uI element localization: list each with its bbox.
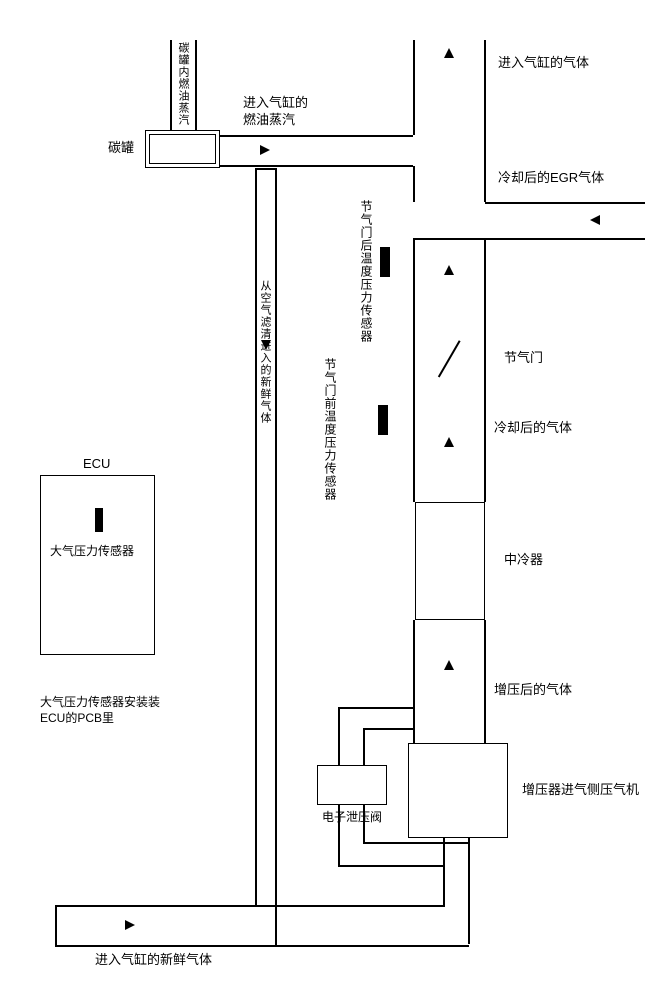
throttle-mark [438,340,460,377]
sensor-post [380,247,390,277]
main-arrow-top [444,48,454,58]
sensor-post-label: 节气门后温度压力传感器 [358,200,375,343]
bottom-arrow [125,920,135,930]
canister-label: 碳罐 [108,140,134,157]
main-arrow-4 [444,660,454,670]
egr-arrow [590,215,600,225]
ecu-note: 大气压力传感器安装装ECU的PCB里 [40,695,160,726]
ecu-title: ECU [83,456,110,473]
main-arrow-2 [444,265,454,275]
turbo-down-right [468,838,470,944]
intercooler-label: 中冷器 [504,552,543,569]
blowoff-bot-v1 [338,805,340,865]
turbo-box [408,743,508,838]
blowoff-top-h2 [363,728,413,730]
blowoff-bot-h2 [363,842,469,844]
main-right-mid [484,238,486,502]
canister-h-bottom [220,165,413,167]
canister-down-top-cut [255,168,275,170]
main-left-top [413,40,415,135]
turbo-down-left [443,838,445,906]
blowoff-box [317,765,387,805]
boosted-gas-label: 增压后的气体 [494,682,572,699]
turbo-label: 增压器进气侧压气机 [522,782,639,799]
blowoff-bot-h1 [338,865,444,867]
blowoff-top-v1 [338,707,340,765]
canister-vertical-label: 碳罐内燃油蒸汽 [175,42,191,126]
sensor-pre [378,405,388,435]
bottom-left-close [55,905,57,945]
atm-sensor-label: 大气压力传感器 [50,544,134,560]
main-left-under-ic [413,620,415,743]
canister-down-right [275,168,277,946]
canister-arrow [260,145,270,155]
blowoff-top-h1 [338,707,413,709]
main-arrow-3 [444,437,454,447]
canister-down-left [255,168,257,906]
fuel-vapor-label: 进入气缸的 燃油蒸汽 [243,95,308,129]
cylinder-gas-label: 进入气缸的气体 [498,55,589,72]
blowoff-bot-v2 [363,805,365,842]
throttle-label: 节气门 [504,350,543,367]
ecu-sensor-mark [95,508,103,532]
egr-top [485,202,645,204]
main-right-top [484,40,486,202]
motor-air-label: 从空气滤清进入的新鲜气体 [257,280,273,424]
bottom-h-top [55,905,445,907]
bottom-h-bottom [55,945,469,947]
blowoff-label: 电子泄压阀 [322,810,382,826]
canister-h-top [220,135,413,137]
main-left-mid2 [413,238,415,502]
main-right-under-ic [484,620,486,743]
intercooler-box [415,502,485,620]
canister-up-left [170,40,172,130]
cooled-gas-label: 冷却后的气体 [494,420,572,437]
sensor-pre-label: 节气门前温度压力传感器 [322,358,339,501]
canister-inner [149,134,216,164]
canister-up-right [195,40,197,130]
egr-bottom [413,238,645,240]
ecu-box: ECU 大气压力传感器 [40,475,155,655]
fresh-cyl-label: 进入气缸的新鲜气体 [95,952,212,969]
main-left-mid1 [413,166,415,202]
egr-label: 冷却后的EGR气体 [498,170,604,187]
blowoff-top-v2 [363,728,365,765]
